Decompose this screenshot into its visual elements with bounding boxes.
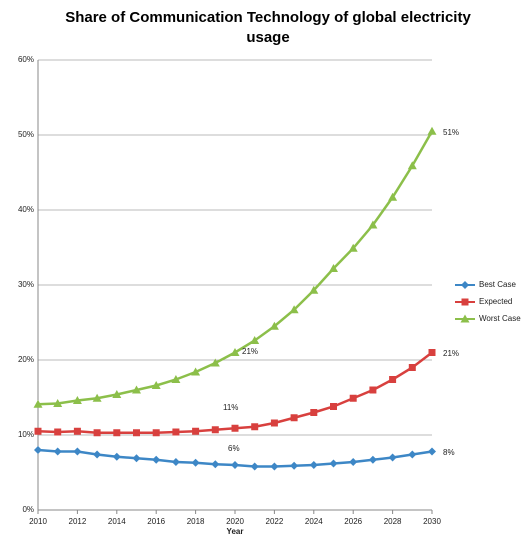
data-point xyxy=(132,385,141,394)
data-point xyxy=(92,393,102,402)
data-point xyxy=(171,375,181,383)
x-tick-label: 2016 xyxy=(147,517,165,526)
x-tick-label: 2018 xyxy=(187,517,205,526)
data-point xyxy=(192,427,200,435)
y-tick-label: 40% xyxy=(18,205,34,214)
data-point xyxy=(349,458,358,466)
data-point xyxy=(408,364,416,371)
y-tick-label: 60% xyxy=(18,55,34,64)
data-point xyxy=(428,447,436,456)
y-tick-label: 0% xyxy=(22,505,34,514)
legend-marker xyxy=(461,281,469,289)
x-axis-label: Year xyxy=(227,527,244,535)
data-point xyxy=(34,427,42,435)
x-tick-label: 2010 xyxy=(29,517,47,526)
data-point xyxy=(33,399,43,408)
data-point xyxy=(251,423,259,431)
data-point xyxy=(349,394,357,402)
data-point xyxy=(93,429,101,437)
data-point xyxy=(172,428,180,436)
data-point xyxy=(269,321,279,330)
legend-marker xyxy=(461,298,469,306)
data-point xyxy=(270,462,279,471)
annotation: 11% xyxy=(223,403,238,412)
data-point xyxy=(348,243,358,252)
data-point xyxy=(309,285,319,294)
data-point xyxy=(53,399,63,407)
data-point xyxy=(310,409,318,416)
data-point xyxy=(133,429,140,437)
x-tick-label: 2022 xyxy=(266,517,284,526)
x-tick-label: 2012 xyxy=(69,517,87,526)
data-point xyxy=(329,459,338,468)
data-point xyxy=(54,428,62,436)
data-point xyxy=(250,336,260,344)
data-point xyxy=(72,396,82,404)
data-point xyxy=(191,367,201,376)
data-point xyxy=(388,453,397,462)
data-point xyxy=(250,462,259,471)
y-tick-label: 20% xyxy=(18,355,34,364)
chart-title: Share of Communication Technology of glo… xyxy=(65,9,471,46)
data-point xyxy=(152,455,161,464)
data-point xyxy=(230,348,240,356)
data-point xyxy=(211,460,220,469)
legend-label: Expected xyxy=(479,297,512,306)
data-point xyxy=(34,446,42,454)
data-point xyxy=(112,390,122,398)
x-tick-label: 2030 xyxy=(423,517,441,526)
data-point xyxy=(112,452,121,461)
data-point xyxy=(290,414,298,422)
data-point xyxy=(73,427,81,435)
series-line xyxy=(37,130,434,406)
data-point xyxy=(330,403,337,410)
data-point xyxy=(210,358,220,367)
data-point xyxy=(408,450,417,459)
data-point xyxy=(368,455,377,464)
y-tick-label: 50% xyxy=(18,130,34,139)
x-tick-label: 2014 xyxy=(108,517,126,526)
data-point xyxy=(113,429,121,437)
data-point xyxy=(171,458,180,466)
data-point xyxy=(53,447,62,456)
legend-label: Worst Case xyxy=(479,314,521,323)
y-tick-label: 10% xyxy=(18,430,34,439)
data-point xyxy=(132,454,141,463)
data-point xyxy=(369,386,377,394)
data-point xyxy=(231,424,239,432)
data-point xyxy=(368,220,378,229)
data-point xyxy=(93,450,102,459)
data-point xyxy=(427,126,437,135)
annotation: 6% xyxy=(228,444,240,453)
x-tick-label: 2028 xyxy=(384,517,402,526)
legend-label: Best Case xyxy=(479,280,516,289)
data-point xyxy=(231,461,239,469)
data-point xyxy=(152,429,160,437)
x-tick-label: 2024 xyxy=(305,517,323,526)
data-point xyxy=(329,264,338,272)
annotation: 8% xyxy=(443,448,455,457)
data-point xyxy=(388,192,398,201)
data-point xyxy=(428,349,436,356)
data-point xyxy=(407,161,417,170)
annotation: 21% xyxy=(443,349,459,358)
data-point xyxy=(309,461,318,469)
data-point xyxy=(289,305,299,314)
x-tick-label: 2026 xyxy=(344,517,362,526)
legend-marker xyxy=(460,314,470,323)
data-point xyxy=(211,426,219,434)
x-tick-label: 2020 xyxy=(226,517,244,526)
data-point xyxy=(290,461,299,470)
annotation: 21% xyxy=(242,347,258,356)
annotation: 51% xyxy=(443,128,459,137)
data-point xyxy=(191,458,200,467)
data-point xyxy=(389,376,397,383)
data-point xyxy=(73,447,82,456)
data-point xyxy=(270,419,278,427)
data-point xyxy=(151,381,161,389)
y-tick-label: 30% xyxy=(18,280,34,289)
